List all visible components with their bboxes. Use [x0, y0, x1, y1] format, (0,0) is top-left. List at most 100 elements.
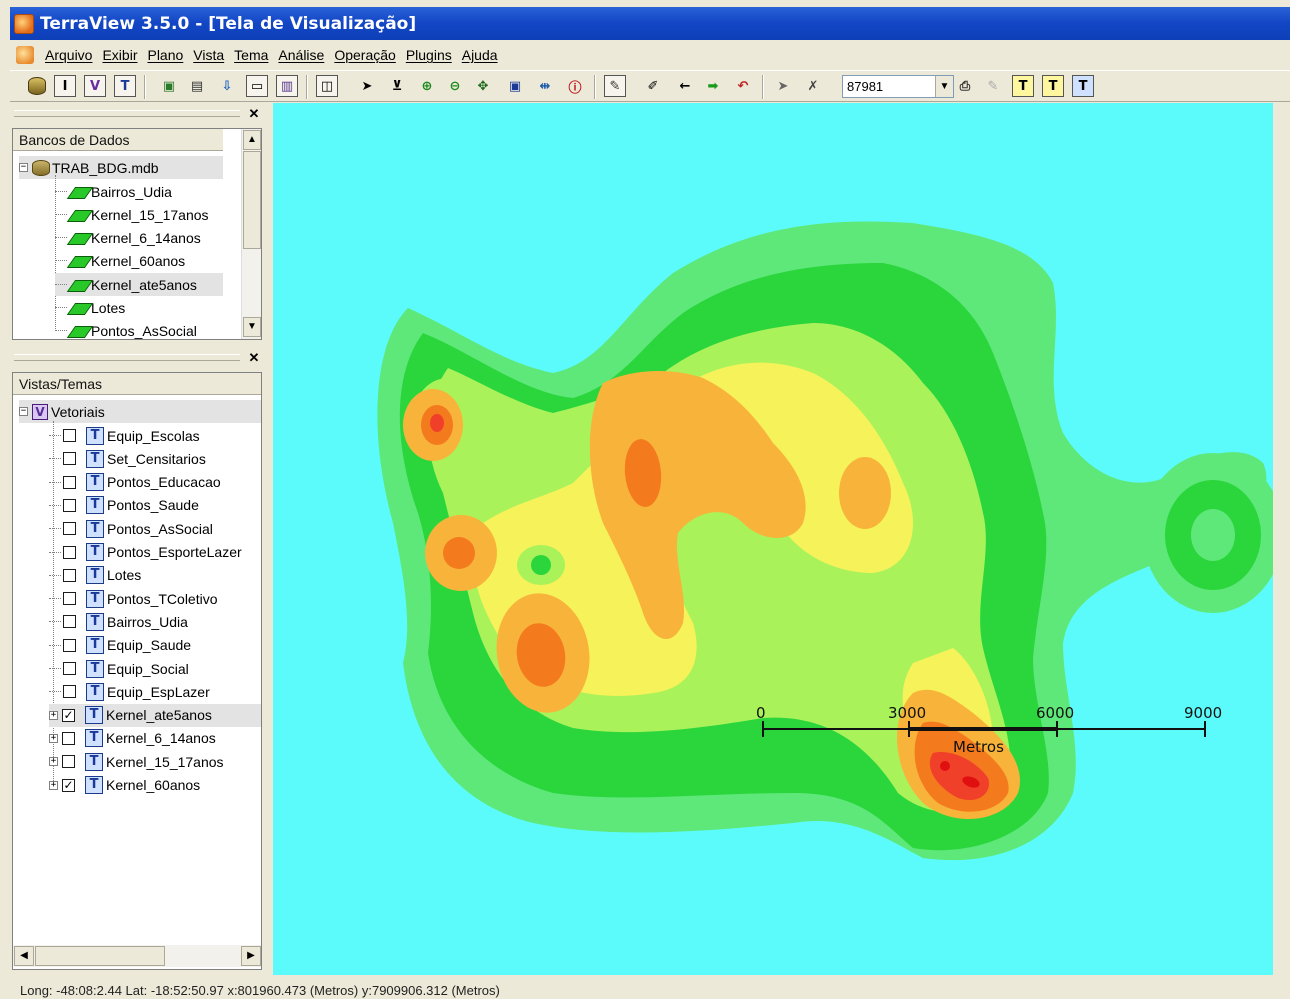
scroll-left-icon[interactable]: ◀ [14, 946, 34, 966]
scroll-thumb[interactable] [243, 151, 261, 249]
theme-checkbox[interactable]: ✓ [62, 709, 75, 722]
databases-scrollbar[interactable]: ▲ ▼ [241, 129, 261, 339]
theme-checkbox[interactable] [63, 685, 76, 698]
table-icon[interactable]: ◫ [316, 75, 338, 97]
theme-checkbox[interactable] [63, 569, 76, 582]
theme-item[interactable]: T Pontos_Educacao [49, 471, 221, 494]
back-arrow-icon[interactable]: ← [674, 75, 696, 97]
views-h-scrollbar[interactable]: ◀ ▶ [13, 945, 261, 967]
scroll-thumb[interactable] [35, 946, 165, 966]
collapse-icon[interactable]: − [19, 407, 28, 416]
theme-checkbox[interactable] [62, 755, 75, 768]
menu-operacao[interactable]: Operação [329, 47, 400, 63]
document-icon[interactable] [16, 46, 34, 64]
print-icon[interactable]: ⎙ [954, 75, 976, 97]
zoom-extent-icon[interactable]: ▣ [504, 75, 526, 97]
delete-icon[interactable]: ✗ [802, 75, 824, 97]
collapse-icon[interactable]: − [19, 163, 28, 172]
text-icon[interactable]: T [1012, 75, 1034, 97]
theme-checkbox[interactable] [63, 662, 76, 675]
info-icon[interactable]: ⓘ [564, 75, 586, 97]
databases-panel-grip[interactable]: ✕ [10, 104, 264, 124]
theme-checkbox[interactable] [63, 452, 76, 465]
scale-combobox[interactable]: 87981 ▼ [842, 75, 954, 98]
theme-item[interactable]: + ✓ T Kernel_60anos [49, 774, 200, 797]
theme-checkbox[interactable]: ✓ [62, 779, 75, 792]
theme-checkbox[interactable] [62, 732, 75, 745]
menu-ajuda[interactable]: Ajuda [457, 47, 503, 63]
theme-checkbox[interactable] [63, 429, 76, 442]
theme-item[interactable]: T Pontos_EsporteLazer [49, 541, 242, 564]
expand-icon[interactable]: + [49, 734, 58, 743]
layer-item[interactable]: Kernel_60anos [55, 249, 185, 272]
layer-item[interactable]: Kernel_15_17anos [55, 203, 209, 226]
layer-item[interactable]: Pontos_AsSocial [55, 319, 197, 342]
scroll-down-icon[interactable]: ▼ [243, 317, 261, 337]
theme-item[interactable]: + T Kernel_6_14anos [49, 727, 216, 750]
view-icon[interactable]: V [84, 75, 106, 97]
graph-icon[interactable]: ▥ [276, 75, 298, 97]
undo-icon[interactable]: ↶ [732, 75, 754, 97]
cursor-icon[interactable]: ➤ [772, 75, 794, 97]
edit-icon[interactable]: ✎ [604, 75, 626, 97]
legend-icon[interactable]: ▤ [186, 75, 208, 97]
text-edit-icon[interactable]: ✎ [982, 75, 1004, 97]
zoom-in-icon[interactable]: ⊕ [416, 75, 438, 97]
theme-item[interactable]: T Equip_Saude [49, 634, 191, 657]
theme-item[interactable]: T Equip_Social [49, 657, 189, 680]
scroll-up-icon[interactable]: ▲ [243, 130, 261, 150]
menu-vista[interactable]: Vista [188, 47, 229, 63]
theme-item[interactable]: T Bairros_Udia [49, 610, 188, 633]
pointer-icon[interactable]: ➤ [356, 75, 378, 97]
menu-exibir[interactable]: Exibir [97, 47, 142, 63]
database-icon[interactable] [26, 75, 48, 97]
theme-checkbox[interactable] [63, 476, 76, 489]
select-icon[interactable]: ⊻ [386, 75, 408, 97]
theme-item[interactable]: T Pontos_TColetivo [49, 587, 218, 610]
text-view-icon[interactable]: T [1072, 75, 1094, 97]
theme-item[interactable]: T Set_Censitarios [49, 447, 206, 470]
pan-icon[interactable]: ✥ [472, 75, 494, 97]
menu-plano[interactable]: Plano [142, 47, 188, 63]
import-icon[interactable]: ▣ [158, 75, 180, 97]
scroll-right-icon[interactable]: ▶ [241, 946, 261, 966]
views-panel-grip[interactable]: ✕ [10, 348, 264, 368]
theme-checkbox[interactable] [63, 546, 76, 559]
layer-item[interactable]: Lotes [55, 296, 125, 319]
theme-item[interactable]: + T Kernel_15_17anos [49, 750, 224, 773]
menu-analise[interactable]: Análise [273, 47, 329, 63]
menu-tema[interactable]: Tema [229, 47, 273, 63]
menu-plugins[interactable]: Plugins [401, 47, 457, 63]
theme-checkbox[interactable] [63, 592, 76, 605]
theme-item[interactable]: T Lotes [49, 564, 141, 587]
zoom-out-icon[interactable]: ⊖ [444, 75, 466, 97]
expand-icon[interactable]: + [49, 781, 58, 790]
theme-item[interactable]: T Pontos_AsSocial [49, 517, 213, 540]
expand-icon[interactable]: + [49, 757, 58, 766]
close-icon[interactable]: ✕ [246, 349, 262, 365]
close-icon[interactable]: ✕ [246, 105, 262, 121]
draw-icon[interactable]: ✐ [642, 75, 664, 97]
query-icon[interactable]: ⇩ [216, 75, 238, 97]
measure-icon[interactable]: ⇹ [534, 75, 556, 97]
theme-item[interactable]: T Equip_Escolas [49, 424, 200, 447]
theme-item[interactable]: T Pontos_Saude [49, 494, 199, 517]
menu-arquivo[interactable]: Arquivo [40, 47, 97, 63]
theme-icon[interactable]: T [114, 75, 136, 97]
theme-item[interactable]: T Equip_EspLazer [49, 680, 210, 703]
theme-item[interactable]: + ✓ T Kernel_ate5anos [49, 704, 261, 727]
view-node[interactable]: − V Vetoriais [19, 400, 261, 423]
text-font-icon[interactable]: T [1042, 75, 1064, 97]
chevron-down-icon[interactable]: ▼ [935, 76, 953, 97]
layer-item-selected[interactable]: Kernel_ate5anos [55, 273, 223, 296]
forward-arrow-icon[interactable]: ➡ [702, 75, 724, 97]
map-canvas[interactable]: 0 3000 6000 9000 Metros [273, 103, 1273, 975]
database-node[interactable]: − TRAB_BDG.mdb [19, 156, 223, 179]
info-layer-icon[interactable]: I [54, 75, 76, 97]
theme-checkbox[interactable] [63, 615, 76, 628]
display-icon[interactable]: ▭ [246, 75, 268, 97]
layer-item[interactable]: Kernel_6_14anos [55, 226, 201, 249]
theme-checkbox[interactable] [63, 522, 76, 535]
layer-item[interactable]: Bairros_Udia [55, 180, 172, 203]
expand-icon[interactable]: + [49, 711, 58, 720]
